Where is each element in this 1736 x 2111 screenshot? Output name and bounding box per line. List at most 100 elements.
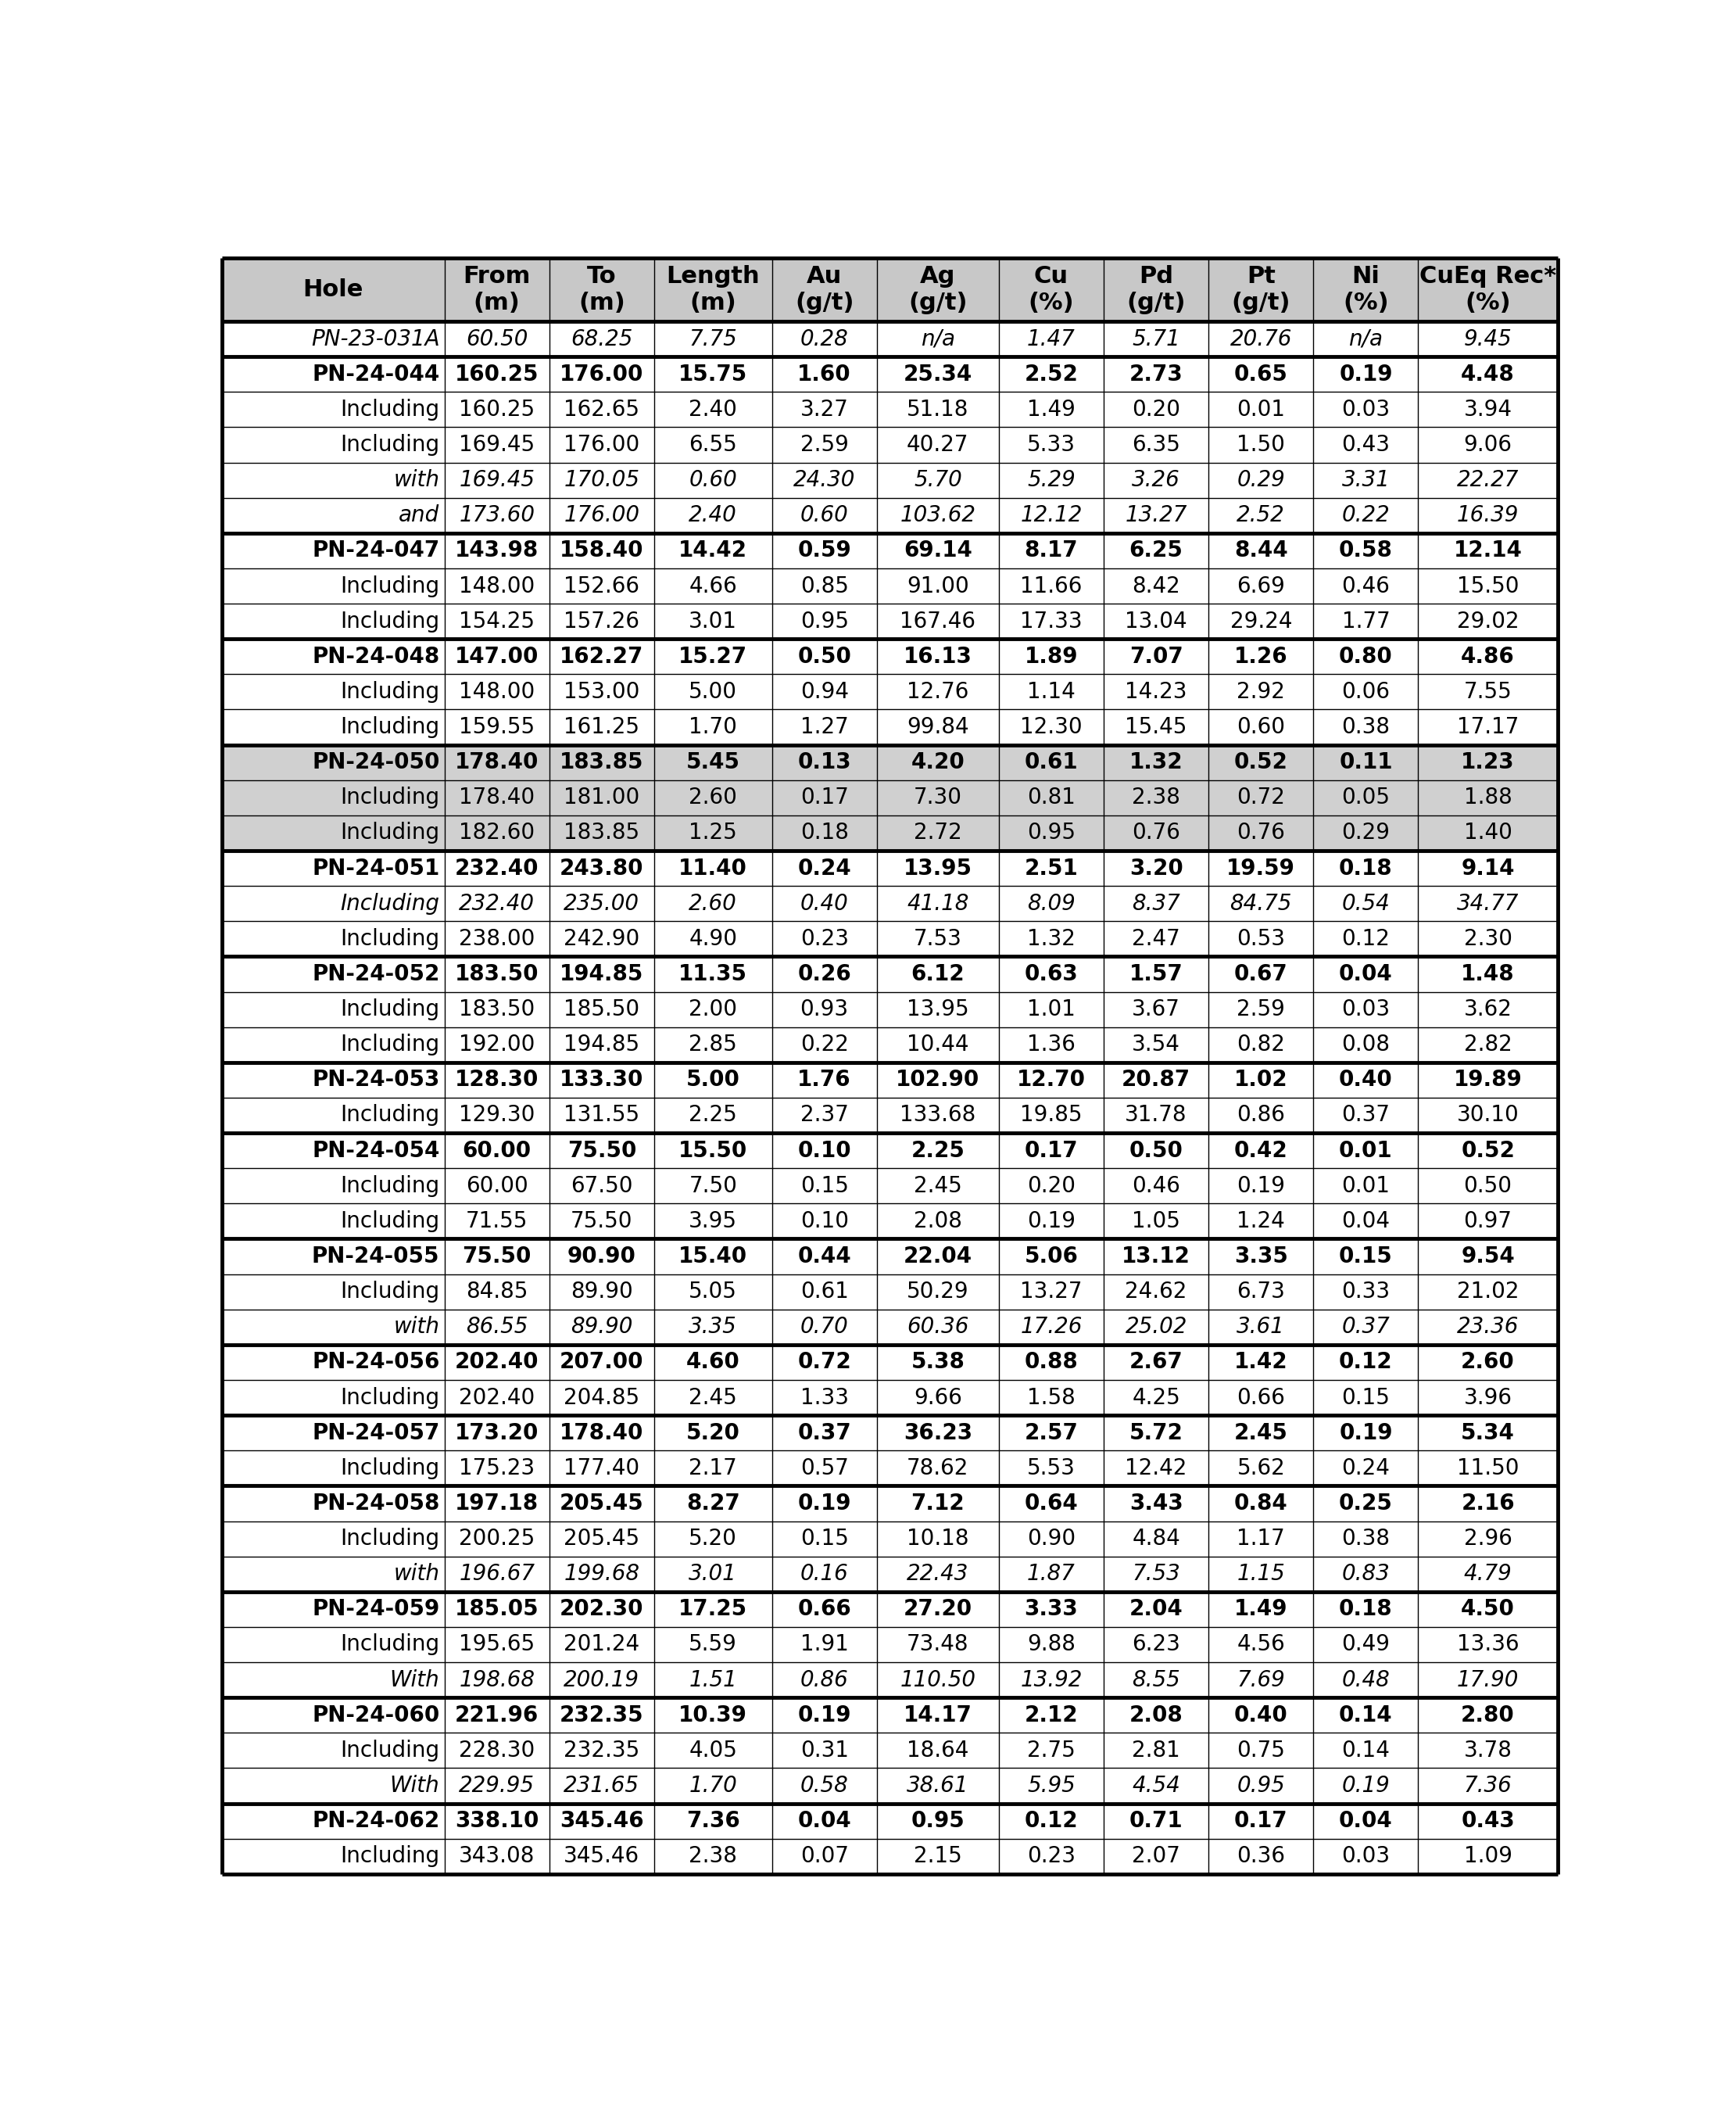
Bar xyxy=(549,604,654,640)
Bar xyxy=(998,851,1104,887)
Text: 12.30: 12.30 xyxy=(1021,716,1083,739)
Bar xyxy=(1418,1803,1557,1839)
Text: 1.50: 1.50 xyxy=(1236,435,1285,456)
Bar xyxy=(877,1661,998,1697)
Bar xyxy=(1314,1803,1418,1839)
Bar xyxy=(1418,1381,1557,1414)
Bar xyxy=(444,1345,549,1381)
Text: 7.30: 7.30 xyxy=(913,787,962,809)
Text: 14.17: 14.17 xyxy=(903,1704,972,1727)
Text: 153.00: 153.00 xyxy=(564,682,641,703)
Bar xyxy=(1208,1592,1314,1628)
Text: 2.67: 2.67 xyxy=(1128,1351,1182,1374)
Text: 13.36: 13.36 xyxy=(1457,1634,1519,1655)
Text: 1.76: 1.76 xyxy=(797,1068,851,1091)
Bar xyxy=(1418,640,1557,673)
Text: 4.60: 4.60 xyxy=(686,1351,740,1374)
Text: 162.65: 162.65 xyxy=(564,399,639,420)
Text: 12.76: 12.76 xyxy=(906,682,969,703)
Bar xyxy=(1418,920,1557,956)
Bar xyxy=(1418,1275,1557,1309)
Bar xyxy=(1314,745,1418,781)
Bar xyxy=(549,1628,654,1661)
Text: 3.95: 3.95 xyxy=(689,1210,738,1233)
Bar xyxy=(773,673,877,709)
Bar xyxy=(444,851,549,887)
Bar xyxy=(1314,1345,1418,1381)
Bar xyxy=(1104,568,1208,604)
Text: Including: Including xyxy=(340,1034,439,1056)
Text: 4.48: 4.48 xyxy=(1462,363,1516,384)
Bar xyxy=(1314,1592,1418,1628)
Bar xyxy=(654,956,773,992)
Text: 0.03: 0.03 xyxy=(1342,999,1391,1020)
Text: PN-24-050: PN-24-050 xyxy=(312,752,439,773)
Bar xyxy=(1208,709,1314,745)
Text: Including: Including xyxy=(340,893,439,914)
Text: 12.14: 12.14 xyxy=(1453,540,1522,562)
Text: 205.45: 205.45 xyxy=(564,1528,639,1549)
Bar xyxy=(222,1592,444,1628)
Text: Au
(g/t): Au (g/t) xyxy=(795,266,854,315)
Text: 60.36: 60.36 xyxy=(906,1315,969,1338)
Text: 182.60: 182.60 xyxy=(458,821,535,844)
Text: PN-24-051: PN-24-051 xyxy=(312,857,439,880)
Text: 177.40: 177.40 xyxy=(564,1457,639,1480)
Bar xyxy=(654,781,773,815)
Text: 5.20: 5.20 xyxy=(686,1423,740,1444)
Text: 160.25: 160.25 xyxy=(455,363,538,384)
Text: 3.78: 3.78 xyxy=(1463,1739,1512,1761)
Text: 196.67: 196.67 xyxy=(458,1562,535,1585)
Bar xyxy=(1314,1381,1418,1414)
Text: 1.02: 1.02 xyxy=(1234,1068,1288,1091)
Text: 159.55: 159.55 xyxy=(458,716,535,739)
Bar xyxy=(1208,1628,1314,1661)
Bar xyxy=(1314,534,1418,568)
Text: 0.19: 0.19 xyxy=(797,1704,851,1727)
Bar xyxy=(1208,498,1314,534)
Bar xyxy=(1314,462,1418,498)
Text: Including: Including xyxy=(340,821,439,844)
Text: 1.70: 1.70 xyxy=(689,716,738,739)
Bar xyxy=(877,1628,998,1661)
Bar xyxy=(444,1628,549,1661)
Text: 11.35: 11.35 xyxy=(679,963,748,986)
Bar xyxy=(444,815,549,851)
Text: 3.33: 3.33 xyxy=(1024,1598,1078,1621)
Bar xyxy=(222,1309,444,1345)
Text: 0.53: 0.53 xyxy=(1236,929,1285,950)
Text: 173.60: 173.60 xyxy=(458,505,535,526)
Text: 75.50: 75.50 xyxy=(462,1245,531,1267)
Bar xyxy=(444,426,549,462)
Bar xyxy=(549,956,654,992)
Bar xyxy=(1208,321,1314,357)
Text: 1.49: 1.49 xyxy=(1028,399,1076,420)
Bar xyxy=(654,1098,773,1134)
Bar xyxy=(1418,1239,1557,1275)
Bar xyxy=(654,1769,773,1803)
Text: 345.46: 345.46 xyxy=(559,1809,644,1832)
Bar xyxy=(877,1134,998,1167)
Bar xyxy=(1418,1098,1557,1134)
Text: 0.23: 0.23 xyxy=(800,929,849,950)
Text: 13.95: 13.95 xyxy=(906,999,969,1020)
Text: 15.75: 15.75 xyxy=(679,363,748,384)
Text: 10.39: 10.39 xyxy=(679,1704,748,1727)
Bar xyxy=(1314,1697,1418,1733)
Text: PN-24-052: PN-24-052 xyxy=(312,963,439,986)
Text: 13.95: 13.95 xyxy=(903,857,972,880)
Text: 4.84: 4.84 xyxy=(1132,1528,1180,1549)
Bar xyxy=(444,1450,549,1486)
Text: 13.12: 13.12 xyxy=(1121,1245,1191,1267)
Text: 1.87: 1.87 xyxy=(1028,1562,1075,1585)
Text: Ni
(%): Ni (%) xyxy=(1344,266,1389,315)
Bar xyxy=(1418,1134,1557,1167)
Text: 0.70: 0.70 xyxy=(800,1315,849,1338)
Bar xyxy=(1314,1062,1418,1098)
Text: 102.90: 102.90 xyxy=(896,1068,979,1091)
Text: 0.76: 0.76 xyxy=(1132,821,1180,844)
Bar xyxy=(222,1275,444,1309)
Text: 1.36: 1.36 xyxy=(1028,1034,1076,1056)
Text: 148.00: 148.00 xyxy=(458,574,535,597)
Bar xyxy=(998,534,1104,568)
